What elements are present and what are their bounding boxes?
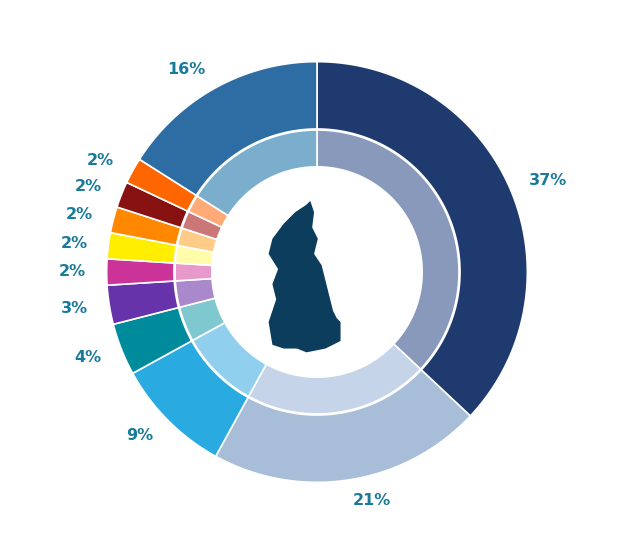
Polygon shape <box>179 298 225 341</box>
Polygon shape <box>216 370 470 483</box>
Polygon shape <box>133 341 248 456</box>
Polygon shape <box>176 279 215 307</box>
Polygon shape <box>269 201 340 353</box>
Polygon shape <box>249 344 420 414</box>
Polygon shape <box>110 207 181 245</box>
Text: 2%: 2% <box>58 264 86 280</box>
Text: 2%: 2% <box>87 153 114 168</box>
Polygon shape <box>193 323 266 397</box>
Polygon shape <box>127 159 197 211</box>
Text: 2%: 2% <box>60 236 87 250</box>
Polygon shape <box>317 61 527 416</box>
Polygon shape <box>317 130 459 369</box>
Text: 21%: 21% <box>353 493 391 508</box>
Text: 2%: 2% <box>75 180 102 194</box>
Polygon shape <box>107 259 174 285</box>
Text: 2%: 2% <box>66 207 93 222</box>
Polygon shape <box>107 233 176 263</box>
Polygon shape <box>139 61 317 195</box>
Polygon shape <box>178 228 217 252</box>
Polygon shape <box>176 245 214 265</box>
Text: 16%: 16% <box>167 62 205 77</box>
Polygon shape <box>175 263 212 281</box>
Polygon shape <box>113 307 191 373</box>
Polygon shape <box>197 130 317 215</box>
Polygon shape <box>182 212 222 239</box>
Text: 9%: 9% <box>126 428 153 443</box>
Text: 4%: 4% <box>75 350 102 364</box>
Text: 37%: 37% <box>529 172 567 188</box>
Polygon shape <box>117 182 188 228</box>
Text: 3%: 3% <box>61 301 89 316</box>
Polygon shape <box>188 196 228 227</box>
Polygon shape <box>107 281 178 324</box>
